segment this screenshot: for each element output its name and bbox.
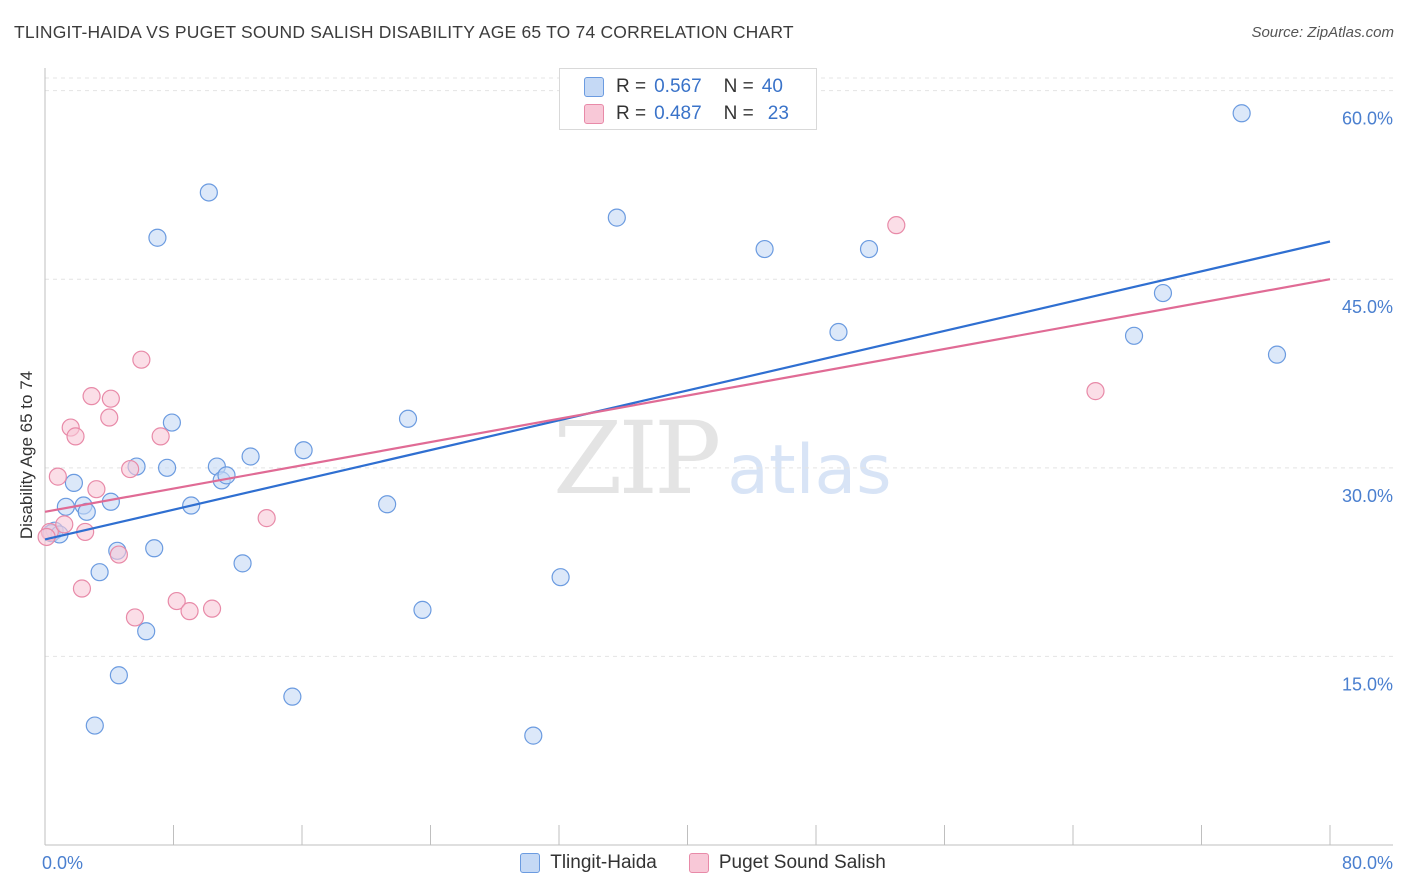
axes	[44, 68, 1393, 846]
puget-sound-salish-point	[257, 509, 276, 528]
n-value: 23	[767, 103, 789, 124]
tlingit-haida-point	[1153, 283, 1173, 303]
tlingit-haida-point	[90, 563, 109, 582]
tick-labels: 15.0% 30.0% 45.0% 60.0% 0.0% 80.0%	[42, 109, 1393, 873]
tlingit-haida-point	[283, 687, 302, 706]
tlingit-haida-point	[294, 441, 313, 460]
puget-sound-salish-point	[151, 427, 170, 446]
tlingit-haida-point	[607, 208, 626, 227]
tlingit-haida-point	[233, 554, 252, 573]
puget-sound-salish-point	[100, 408, 119, 427]
tlingit-haida-point	[145, 539, 164, 558]
n-label: N =	[723, 76, 754, 97]
r-label: R =	[616, 103, 647, 124]
legend-item-tlingit-haida[interactable]: Tlingit-Haida	[520, 852, 657, 874]
tlingit-haida-point	[157, 458, 177, 477]
x-tick-label: 0.0%	[42, 853, 83, 873]
watermark-atlas: atlas	[727, 431, 892, 510]
watermark: ZIP atlas	[553, 400, 892, 517]
tlingit-haida-point	[148, 228, 167, 247]
y-tick-label: 60.0%	[1342, 109, 1393, 129]
n-value: 40	[761, 76, 783, 97]
tlingit-haida-point	[398, 409, 418, 428]
puget-sound-salish-point	[1086, 382, 1105, 401]
r-value: 0.487	[654, 103, 702, 124]
tlingit-haida-point	[551, 568, 570, 587]
puget-sound-salish-point	[121, 459, 140, 479]
puget-sound-salish-point	[125, 608, 145, 627]
tlingit-haida-point	[524, 726, 543, 745]
tlingit-haida-point	[85, 716, 104, 735]
tlingit-haida-point	[109, 666, 128, 685]
x-tick-label: 80.0%	[1342, 853, 1393, 873]
tlingit-swatch	[520, 853, 541, 873]
tlingit-haida-point	[413, 600, 432, 619]
puget-sound-salish-point	[72, 579, 92, 598]
y-tick-label: 45.0%	[1342, 297, 1393, 317]
puget-sound-salish-point	[48, 467, 67, 486]
n-label: N =	[723, 103, 754, 124]
series-legend: Tlingit-Haida Puget Sound Salish	[0, 852, 1406, 874]
tlingit-haida-point	[64, 473, 84, 493]
y-tick-label: 30.0%	[1342, 486, 1393, 506]
salish-swatch	[688, 853, 709, 873]
chart-title: TLINGIT-HAIDA VS PUGET SOUND SALISH DISA…	[14, 22, 794, 42]
r-value: 0.567	[654, 76, 702, 97]
puget-sound-salish-point	[109, 545, 128, 564]
legend-item-puget-sound-salish[interactable]: Puget Sound Salish	[688, 852, 886, 874]
legend-label: Tlingit-Haida	[550, 852, 657, 873]
watermark-zip: ZIP	[553, 400, 721, 517]
salish-swatch	[584, 104, 604, 124]
tlingit-haida-point	[378, 495, 397, 514]
r-label: R =	[616, 76, 647, 97]
trend-lines	[44, 240, 1331, 541]
tlingit-haida-point	[829, 322, 848, 342]
tlingit-haida-point	[241, 447, 260, 466]
legend-label: Puget Sound Salish	[718, 852, 886, 873]
data-points	[37, 104, 1287, 745]
tlingit-haida-point	[1232, 104, 1251, 123]
y-axis-title: Disability Age 65 to 74	[17, 371, 36, 539]
puget-sound-salish-point	[887, 216, 906, 235]
puget-sound-salish-point	[180, 602, 199, 621]
puget-sound-salish-point	[167, 591, 186, 611]
tlingit-haida-point	[1267, 345, 1287, 364]
tlingit-haida-point	[217, 466, 236, 485]
tlingit-haida-point	[199, 183, 218, 202]
tlingit-haida-point	[755, 239, 774, 259]
tlingit-haida-trend-line	[44, 240, 1331, 541]
puget-sound-salish-trend-line	[44, 278, 1331, 513]
stats-legend-row-tlingit: R = 0.567 N = 40	[584, 73, 783, 101]
puget-sound-salish-point	[66, 427, 85, 446]
tlingit-haida-point	[1124, 326, 1144, 345]
puget-sound-salish-point	[101, 389, 120, 408]
tlingit-haida-point	[137, 622, 156, 641]
puget-sound-salish-point	[202, 599, 222, 618]
puget-sound-salish-point	[132, 350, 151, 369]
y-tick-label: 15.0%	[1342, 674, 1393, 694]
stats-legend: R = 0.567 N = 40 R = 0.487 N = 23	[559, 68, 817, 130]
puget-sound-salish-point	[87, 480, 106, 499]
puget-sound-salish-point	[55, 515, 74, 534]
puget-sound-salish-point	[82, 387, 101, 406]
tlingit-swatch	[584, 77, 604, 97]
source-label: Source: ZipAtlas.com	[1251, 24, 1394, 41]
tlingit-haida-point	[859, 239, 879, 259]
tlingit-haida-point	[162, 413, 181, 432]
stats-legend-row-salish: R = 0.487 N = 23	[584, 100, 789, 128]
